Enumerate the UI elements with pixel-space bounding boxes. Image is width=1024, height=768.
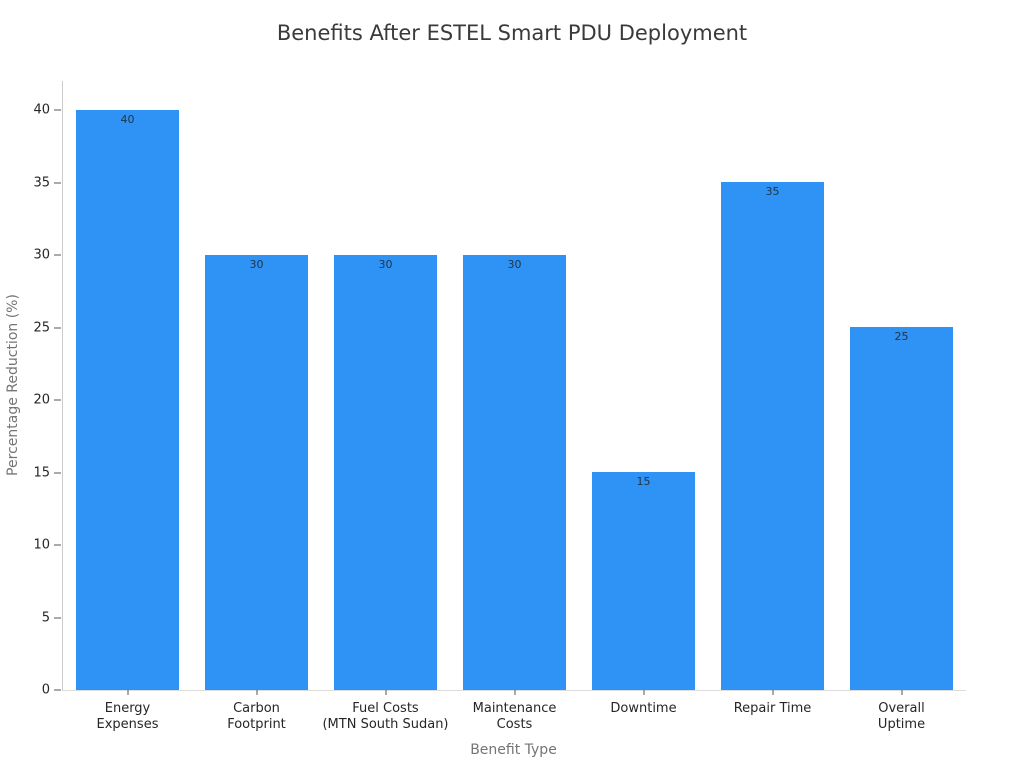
bar: 15 <box>592 472 695 690</box>
x-tick-mark <box>127 690 128 695</box>
x-tick-mark <box>385 690 386 695</box>
bar: 40 <box>76 110 179 690</box>
x-tick-label: Fuel Costs (MTN South Sudan) <box>322 701 449 732</box>
bar-value-label: 30 <box>507 258 522 271</box>
x-tick-label: Energy Expenses <box>96 701 159 732</box>
x-tick-label: Overall Uptime <box>877 701 926 732</box>
bar-value-label: 30 <box>249 258 264 271</box>
x-tick-mark <box>901 690 902 695</box>
y-tick-mark <box>54 689 61 691</box>
x-tick-label: Maintenance Costs <box>472 701 557 732</box>
bar: 30 <box>463 255 566 690</box>
y-tick-label: 35 <box>33 175 50 190</box>
y-tick-mark <box>54 544 61 546</box>
x-tick-mark <box>256 690 257 695</box>
bar: 35 <box>721 182 824 690</box>
x-axis-title: Benefit Type <box>470 742 557 758</box>
x-tick-label: Downtime <box>610 701 677 716</box>
bar: 30 <box>205 255 308 690</box>
y-tick-label: 20 <box>33 392 50 408</box>
y-tick-label: 25 <box>33 320 50 335</box>
y-tick-mark <box>54 109 61 111</box>
bar-value-label: 15 <box>636 475 651 488</box>
plot-area: 40 Energy Expenses 30 Carbon Footprint 30 Fue… <box>33 81 966 732</box>
y-axis-title: Percentage Reduction (%) <box>5 294 21 476</box>
y-tick-mark <box>54 472 61 473</box>
y-tick-mark <box>54 254 61 256</box>
bar-value-label: 25 <box>894 330 909 343</box>
y-tick-label: 5 <box>41 610 50 625</box>
y-tick-label: 0 <box>41 682 50 698</box>
x-tick-mark <box>514 690 515 695</box>
x-tick-label: Repair Time <box>733 701 812 716</box>
y-tick-label: 10 <box>33 537 50 553</box>
y-tick-mark <box>54 617 61 618</box>
bar: 25 <box>850 327 953 690</box>
bar-value-label: 35 <box>765 185 780 198</box>
x-tick-mark <box>643 690 644 695</box>
y-tick-label: 15 <box>33 465 50 480</box>
y-tick-mark <box>54 327 61 328</box>
chart-title: Benefits After ESTEL Smart PDU Deploymen… <box>276 21 748 45</box>
y-tick-label: 40 <box>33 102 50 118</box>
y-tick-label: 30 <box>33 247 50 263</box>
bar-value-label: 40 <box>120 113 135 126</box>
y-tick-mark <box>54 182 61 183</box>
bar: 30 <box>334 255 437 690</box>
x-tick-label: Carbon Footprint <box>227 701 286 732</box>
y-tick-mark <box>54 399 61 401</box>
bar-value-label: 30 <box>378 258 393 271</box>
x-tick-mark <box>772 690 773 695</box>
